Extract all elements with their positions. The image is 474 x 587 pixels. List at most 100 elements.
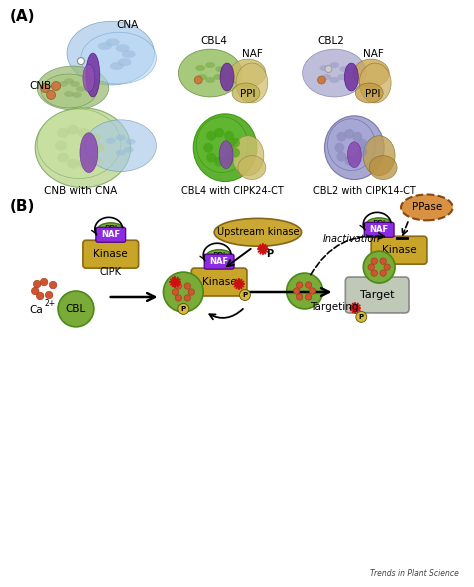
Circle shape	[164, 272, 203, 312]
Ellipse shape	[357, 147, 367, 157]
Circle shape	[287, 273, 322, 309]
Text: Inactivation: Inactivation	[323, 234, 380, 244]
Circle shape	[178, 303, 189, 315]
Text: Kinase: Kinase	[202, 277, 237, 287]
Ellipse shape	[64, 78, 74, 84]
Circle shape	[33, 280, 41, 288]
Ellipse shape	[122, 50, 136, 58]
Text: Kinase: Kinase	[93, 249, 128, 259]
Ellipse shape	[206, 249, 232, 262]
Text: P: P	[266, 249, 273, 259]
Ellipse shape	[203, 143, 213, 153]
Ellipse shape	[337, 74, 347, 80]
Ellipse shape	[353, 59, 389, 87]
Ellipse shape	[401, 194, 453, 220]
Ellipse shape	[214, 157, 224, 167]
Circle shape	[58, 291, 94, 327]
Text: PPI: PPI	[373, 220, 386, 229]
Ellipse shape	[319, 65, 329, 71]
Ellipse shape	[195, 65, 205, 71]
Text: PPI: PPI	[212, 252, 226, 261]
Text: Upstream kinase: Upstream kinase	[217, 227, 299, 237]
Ellipse shape	[337, 131, 346, 141]
Circle shape	[296, 294, 303, 300]
Ellipse shape	[83, 64, 95, 92]
Ellipse shape	[224, 131, 234, 141]
FancyBboxPatch shape	[204, 254, 234, 269]
Ellipse shape	[126, 139, 136, 145]
Circle shape	[184, 283, 191, 289]
Ellipse shape	[328, 119, 375, 171]
Ellipse shape	[57, 128, 69, 138]
Ellipse shape	[213, 74, 223, 80]
Ellipse shape	[76, 86, 86, 92]
Ellipse shape	[238, 156, 266, 180]
Circle shape	[36, 292, 44, 300]
Ellipse shape	[337, 151, 346, 161]
Ellipse shape	[232, 136, 264, 176]
Text: CBL2: CBL2	[318, 36, 345, 46]
Circle shape	[363, 251, 395, 283]
Ellipse shape	[339, 66, 349, 72]
Circle shape	[371, 270, 377, 276]
Circle shape	[384, 264, 390, 270]
Circle shape	[293, 288, 300, 294]
Ellipse shape	[124, 147, 134, 153]
Ellipse shape	[41, 74, 97, 108]
FancyBboxPatch shape	[96, 227, 126, 242]
Circle shape	[46, 90, 55, 99]
Text: Target: Target	[360, 290, 394, 300]
Ellipse shape	[230, 59, 266, 87]
Ellipse shape	[321, 74, 331, 80]
Ellipse shape	[347, 141, 361, 168]
Ellipse shape	[369, 156, 397, 180]
Circle shape	[371, 258, 377, 264]
Ellipse shape	[206, 153, 216, 163]
Text: P: P	[242, 292, 247, 298]
Ellipse shape	[55, 141, 67, 151]
Ellipse shape	[329, 62, 339, 68]
Ellipse shape	[214, 218, 301, 246]
Ellipse shape	[57, 153, 69, 163]
Ellipse shape	[219, 141, 233, 168]
Ellipse shape	[78, 158, 90, 168]
Ellipse shape	[67, 21, 155, 85]
Ellipse shape	[230, 138, 240, 148]
Circle shape	[41, 83, 50, 93]
Ellipse shape	[58, 81, 68, 87]
Ellipse shape	[220, 63, 234, 91]
Text: CNB: CNB	[29, 81, 52, 91]
Ellipse shape	[37, 66, 109, 110]
Ellipse shape	[116, 44, 129, 52]
Ellipse shape	[205, 77, 215, 83]
FancyBboxPatch shape	[346, 277, 409, 313]
Ellipse shape	[106, 38, 120, 46]
Ellipse shape	[106, 138, 116, 144]
Ellipse shape	[345, 129, 354, 139]
Circle shape	[49, 281, 57, 289]
Text: CNA: CNA	[117, 21, 139, 31]
Text: Ca: Ca	[29, 305, 43, 315]
Text: 2+: 2+	[44, 299, 55, 308]
Circle shape	[380, 270, 386, 276]
Ellipse shape	[35, 108, 131, 187]
Circle shape	[184, 295, 191, 301]
Text: PPI: PPI	[240, 89, 255, 99]
Ellipse shape	[302, 49, 366, 97]
Circle shape	[52, 82, 61, 90]
Ellipse shape	[329, 77, 339, 83]
Text: CBL: CBL	[66, 304, 86, 314]
Ellipse shape	[356, 83, 383, 103]
Ellipse shape	[89, 133, 101, 143]
Text: CBL2 with CIPK14-CT: CBL2 with CIPK14-CT	[313, 187, 416, 197]
Ellipse shape	[325, 116, 384, 180]
Text: NAF: NAF	[370, 225, 389, 234]
Text: CBL4 with CIPK24-CT: CBL4 with CIPK24-CT	[181, 187, 283, 197]
Text: Kinase: Kinase	[382, 245, 416, 255]
Text: PPase: PPase	[412, 203, 442, 212]
Ellipse shape	[352, 131, 362, 141]
Circle shape	[188, 289, 194, 295]
Ellipse shape	[37, 109, 121, 178]
Circle shape	[380, 258, 386, 264]
Text: PPI: PPI	[104, 225, 118, 234]
